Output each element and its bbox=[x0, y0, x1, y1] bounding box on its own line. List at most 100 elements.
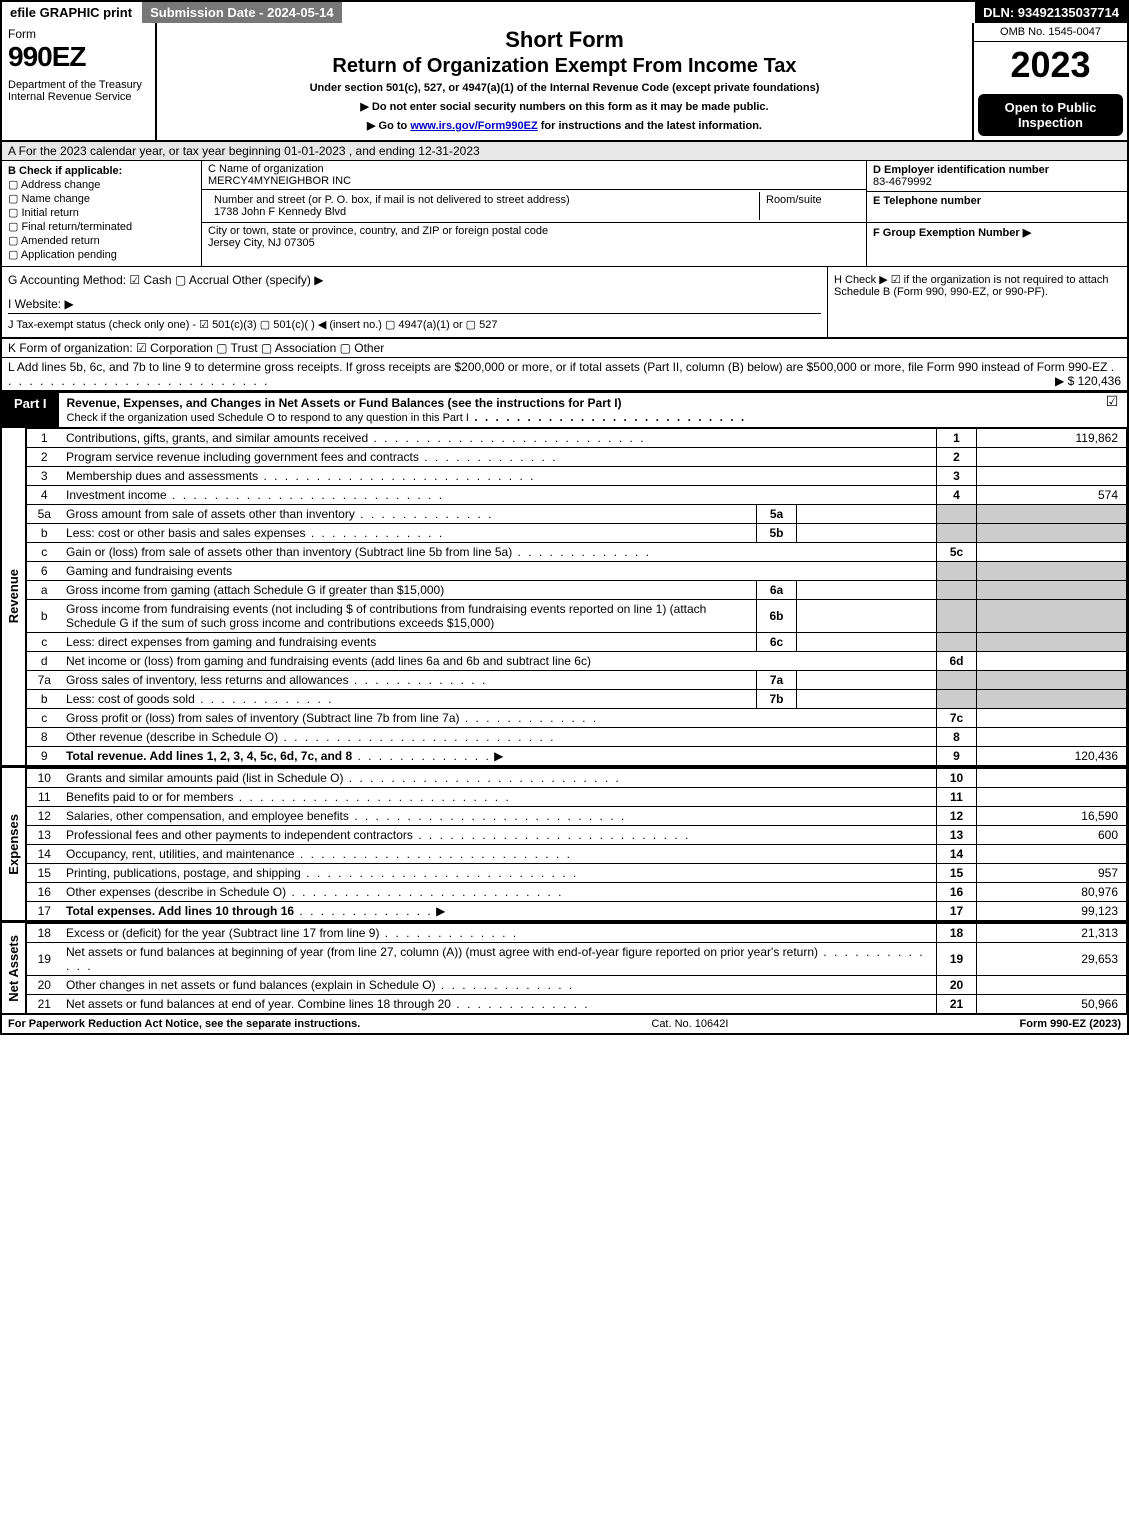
irs-link[interactable]: www.irs.gov/Form990EZ bbox=[410, 120, 537, 132]
ein-value: 83-4679992 bbox=[873, 176, 932, 188]
group-exemption-block: F Group Exemption Number ▶ bbox=[867, 223, 1127, 242]
line-9: 9Total revenue. Add lines 1, 2, 3, 4, 5c… bbox=[26, 747, 1126, 766]
open-public-inspection: Open to Public Inspection bbox=[978, 94, 1123, 136]
revenue-label: Revenue bbox=[6, 569, 21, 623]
line-g: G Accounting Method: ☑ Cash ▢ Accrual Ot… bbox=[8, 273, 821, 287]
ein-block: D Employer identification number 83-4679… bbox=[867, 161, 1127, 192]
line-6b: bGross income from fundraising events (n… bbox=[26, 600, 1126, 633]
line-7b: bLess: cost of goods sold7b bbox=[26, 690, 1126, 709]
instr-no-ssn: ▶ Do not enter social security numbers o… bbox=[163, 100, 966, 113]
line-19: 19Net assets or fund balances at beginni… bbox=[26, 943, 1126, 976]
header-right: OMB No. 1545-0047 2023 Open to Public In… bbox=[972, 23, 1127, 140]
line-a: A For the 2023 calendar year, or tax yea… bbox=[2, 142, 1127, 161]
c-name-label: C Name of organization bbox=[208, 163, 324, 175]
city-block: City or town, state or province, country… bbox=[202, 223, 866, 251]
part-i-checkbox[interactable]: ☑ bbox=[1097, 393, 1127, 427]
footer-left: For Paperwork Reduction Act Notice, see … bbox=[8, 1018, 360, 1030]
section-b-through-f: B Check if applicable: Address change Na… bbox=[2, 161, 1127, 267]
form-990ez: efile GRAPHIC print Submission Date - 20… bbox=[0, 0, 1129, 1035]
room-suite: Room/suite bbox=[760, 192, 860, 220]
line-10: 10Grants and similar amounts paid (list … bbox=[26, 769, 1126, 788]
org-name: MERCY4MYNEIGHBOR INC bbox=[208, 175, 351, 187]
line-15: 15Printing, publications, postage, and s… bbox=[26, 864, 1126, 883]
col-b: B Check if applicable: Address change Na… bbox=[2, 161, 202, 266]
revenue-section: Revenue 1Contributions, gifts, grants, a… bbox=[2, 428, 1127, 766]
line-2: 2Program service revenue including gover… bbox=[26, 448, 1126, 467]
header-left: Form 990EZ Department of the Treasury In… bbox=[2, 23, 157, 140]
header-mid: Short Form Return of Organization Exempt… bbox=[157, 23, 972, 140]
line-i: I Website: ▶ bbox=[8, 297, 821, 314]
line-8: 8Other revenue (describe in Schedule O)8 bbox=[26, 728, 1126, 747]
line-5a: 5aGross amount from sale of assets other… bbox=[26, 505, 1126, 524]
top-bar: efile GRAPHIC print Submission Date - 20… bbox=[2, 2, 1127, 23]
tax-year: 2023 bbox=[974, 42, 1127, 90]
dln: DLN: 93492135037714 bbox=[975, 2, 1127, 23]
netassets-label: Net Assets bbox=[6, 935, 21, 1002]
line-3: 3Membership dues and assessments3 bbox=[26, 467, 1126, 486]
line-5c: cGain or (loss) from sale of assets othe… bbox=[26, 543, 1126, 562]
org-name-block: C Name of organization MERCY4MYNEIGHBOR … bbox=[202, 161, 866, 190]
submission-date: Submission Date - 2024-05-14 bbox=[142, 2, 344, 23]
footer-cat: Cat. No. 10642I bbox=[360, 1018, 1019, 1030]
line-j: J Tax-exempt status (check only one) - ☑… bbox=[8, 318, 821, 331]
form-word: Form bbox=[8, 27, 149, 41]
line-6: 6Gaming and fundraising events bbox=[26, 562, 1126, 581]
gross-receipts: ▶ $ 120,436 bbox=[1055, 374, 1121, 388]
col-c: C Name of organization MERCY4MYNEIGHBOR … bbox=[202, 161, 867, 266]
instr-goto: ▶ Go to www.irs.gov/Form990EZ for instru… bbox=[163, 119, 966, 132]
f-label: F Group Exemption Number ▶ bbox=[873, 227, 1031, 239]
chk-amended-return[interactable]: Amended return bbox=[8, 234, 195, 247]
line-h: H Check ▶ ☑ if the organization is not r… bbox=[827, 267, 1127, 337]
expenses-label: Expenses bbox=[6, 814, 21, 875]
expenses-section: Expenses 10Grants and similar amounts pa… bbox=[2, 766, 1127, 921]
revenue-table: 1Contributions, gifts, grants, and simil… bbox=[26, 428, 1127, 766]
subtitle: Under section 501(c), 527, or 4947(a)(1)… bbox=[163, 82, 966, 94]
line-12: 12Salaries, other compensation, and empl… bbox=[26, 807, 1126, 826]
line-14: 14Occupancy, rent, utilities, and mainte… bbox=[26, 845, 1126, 864]
part-i-header: Part I Revenue, Expenses, and Changes in… bbox=[2, 391, 1127, 428]
line-6d: dNet income or (loss) from gaming and fu… bbox=[26, 652, 1126, 671]
part-i-tab: Part I bbox=[2, 393, 59, 427]
line-1: 1Contributions, gifts, grants, and simil… bbox=[26, 429, 1126, 448]
col-def: D Employer identification number 83-4679… bbox=[867, 161, 1127, 266]
phone-block: E Telephone number bbox=[867, 192, 1127, 223]
line-16: 16Other expenses (describe in Schedule O… bbox=[26, 883, 1126, 902]
line-5b: bLess: cost or other basis and sales exp… bbox=[26, 524, 1126, 543]
d-label: D Employer identification number bbox=[873, 164, 1049, 176]
e-label: E Telephone number bbox=[873, 195, 981, 207]
efile-print-label: efile GRAPHIC print bbox=[2, 2, 142, 23]
netassets-section: Net Assets 18Excess or (deficit) for the… bbox=[2, 921, 1127, 1014]
title-short-form: Short Form bbox=[163, 27, 966, 53]
chk-final-return[interactable]: Final return/terminated bbox=[8, 220, 195, 233]
chk-initial-return[interactable]: Initial return bbox=[8, 206, 195, 219]
dept-label: Department of the Treasury Internal Reve… bbox=[8, 79, 149, 103]
addr-block: Number and street (or P. O. box, if mail… bbox=[202, 190, 866, 223]
line-20: 20Other changes in net assets or fund ba… bbox=[26, 976, 1126, 995]
title-return: Return of Organization Exempt From Incom… bbox=[163, 55, 966, 78]
street-address: Number and street (or P. O. box, if mail… bbox=[208, 192, 760, 220]
line-6a: aGross income from gaming (attach Schedu… bbox=[26, 581, 1126, 600]
line-11: 11Benefits paid to or for members11 bbox=[26, 788, 1126, 807]
g-and-i-j: G Accounting Method: ☑ Cash ▢ Accrual Ot… bbox=[2, 267, 827, 337]
line-k: K Form of organization: ☑ Corporation ▢ … bbox=[2, 338, 1127, 358]
omb-number: OMB No. 1545-0047 bbox=[974, 23, 1127, 42]
chk-application-pending[interactable]: Application pending bbox=[8, 248, 195, 261]
line-18: 18Excess or (deficit) for the year (Subt… bbox=[26, 924, 1126, 943]
expenses-table: 10Grants and similar amounts paid (list … bbox=[26, 768, 1127, 921]
header: Form 990EZ Department of the Treasury In… bbox=[2, 23, 1127, 142]
footer: For Paperwork Reduction Act Notice, see … bbox=[2, 1014, 1127, 1033]
line-4: 4Investment income4574 bbox=[26, 486, 1126, 505]
form-number: 990EZ bbox=[8, 41, 149, 73]
chk-address-change[interactable]: Address change bbox=[8, 178, 195, 191]
chk-name-change[interactable]: Name change bbox=[8, 192, 195, 205]
line-21: 21Net assets or fund balances at end of … bbox=[26, 995, 1126, 1014]
netassets-table: 18Excess or (deficit) for the year (Subt… bbox=[26, 923, 1127, 1014]
part-i-title: Revenue, Expenses, and Changes in Net As… bbox=[59, 393, 1097, 427]
line-13: 13Professional fees and other payments t… bbox=[26, 826, 1126, 845]
footer-form: Form 990-EZ (2023) bbox=[1020, 1018, 1121, 1030]
b-label: B Check if applicable: bbox=[8, 165, 122, 177]
line-6c: cLess: direct expenses from gaming and f… bbox=[26, 633, 1126, 652]
line-l: L Add lines 5b, 6c, and 7b to line 9 to … bbox=[2, 358, 1127, 391]
g-h-row: G Accounting Method: ☑ Cash ▢ Accrual Ot… bbox=[2, 267, 1127, 338]
line-7c: cGross profit or (loss) from sales of in… bbox=[26, 709, 1126, 728]
